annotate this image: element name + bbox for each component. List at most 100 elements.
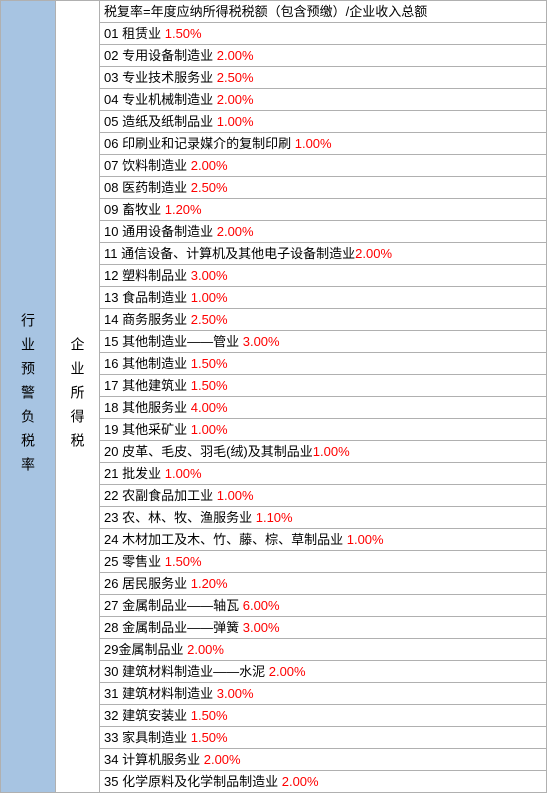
- rows-column: 税复率=年度应纳所得税税额（包含预缴）/企业收入总额 01 租赁业 1.50%0…: [100, 1, 547, 793]
- industry-name: 专用设备制造业: [122, 48, 213, 63]
- row-number: 21: [104, 466, 118, 481]
- tax-rate: 3.00%: [191, 268, 228, 283]
- table-row: 20 皮革、毛皮、羽毛(绒)及其制品业1.00%: [100, 441, 547, 463]
- tax-rate: 1.00%: [217, 488, 254, 503]
- tax-rate: 2.00%: [217, 48, 254, 63]
- table-row: 33 家具制造业 1.50%: [100, 727, 547, 749]
- tax-rate: 1.50%: [191, 730, 228, 745]
- tax-rate: 1.00%: [313, 444, 350, 459]
- table-row: 04 专业机械制造业 2.00%: [100, 89, 547, 111]
- tax-rate: 2.00%: [217, 92, 254, 107]
- row-number: 31: [104, 686, 118, 701]
- row-number: 14: [104, 312, 118, 327]
- tax-rate: 6.00%: [243, 598, 280, 613]
- table-row: 13 食品制造业 1.00%: [100, 287, 547, 309]
- row-number: 17: [104, 378, 118, 393]
- tax-rate: 1.00%: [347, 532, 384, 547]
- category-label: 行业预警负税率: [18, 313, 38, 481]
- tax-rate: 1.50%: [191, 356, 228, 371]
- tax-rate-table: 行业预警负税率 企业所得税 税复率=年度应纳所得税税额（包含预缴）/企业收入总额…: [0, 0, 547, 793]
- industry-name: 家具制造业: [122, 730, 187, 745]
- table-row: 02 专用设备制造业 2.00%: [100, 45, 547, 67]
- table-row: 08 医药制造业 2.50%: [100, 177, 547, 199]
- table-row: 26 居民服务业 1.20%: [100, 573, 547, 595]
- table-row: 32 建筑安装业 1.50%: [100, 705, 547, 727]
- table-row: 30 建筑材料制造业——水泥 2.00%: [100, 661, 547, 683]
- tax-rate: 2.00%: [204, 752, 241, 767]
- table-row: 35 化学原料及化学制品制造业 2.00%: [100, 771, 547, 793]
- tax-rate: 2.50%: [217, 70, 254, 85]
- row-number: 34: [104, 752, 118, 767]
- industry-name: 畜牧业: [122, 202, 161, 217]
- table-row: 12 塑料制品业 3.00%: [100, 265, 547, 287]
- row-number: 08: [104, 180, 118, 195]
- row-number: 29: [104, 642, 118, 657]
- industry-name: 饮料制造业: [122, 158, 187, 173]
- industry-name: 印刷业和记录媒介的复制印刷: [122, 136, 291, 151]
- table-row: 14 商务服务业 2.50%: [100, 309, 547, 331]
- industry-name: 建筑安装业: [122, 708, 187, 723]
- industry-name: 建筑材料制造业——水泥: [122, 664, 265, 679]
- industry-name: 金属制品业——弹簧: [122, 620, 239, 635]
- table-row: 16 其他制造业 1.50%: [100, 353, 547, 375]
- industry-name: 造纸及纸制品业: [122, 114, 213, 129]
- row-number: 10: [104, 224, 118, 239]
- industry-name: 皮革、毛皮、羽毛(绒)及其制品业: [122, 444, 313, 459]
- tax-rate: 4.00%: [191, 400, 228, 415]
- row-number: 28: [104, 620, 118, 635]
- row-number: 16: [104, 356, 118, 371]
- industry-name: 金属制品业——轴瓦: [122, 598, 239, 613]
- table-row: 15 其他制造业——管业 3.00%: [100, 331, 547, 353]
- tax-rate: 3.00%: [217, 686, 254, 701]
- industry-name: 商务服务业: [122, 312, 187, 327]
- industry-name: 居民服务业: [122, 576, 187, 591]
- row-number: 25: [104, 554, 118, 569]
- tax-rate: 1.00%: [295, 136, 332, 151]
- table-row: 23 农、林、牧、渔服务业 1.10%: [100, 507, 547, 529]
- tax-type-column: 企业所得税: [56, 1, 100, 793]
- tax-type-label: 企业所得税: [68, 337, 88, 457]
- tax-rate: 2.50%: [191, 180, 228, 195]
- row-number: 20: [104, 444, 118, 459]
- row-number: 26: [104, 576, 118, 591]
- tax-rate: 2.00%: [282, 774, 319, 789]
- industry-name: 其他采矿业: [122, 422, 187, 437]
- row-number: 15: [104, 334, 118, 349]
- tax-rate: 1.00%: [191, 290, 228, 305]
- table-row: 27 金属制品业——轴瓦 6.00%: [100, 595, 547, 617]
- tax-rate: 3.00%: [243, 620, 280, 635]
- table-row: 29金属制品业 2.00%: [100, 639, 547, 661]
- tax-rate: 2.00%: [217, 224, 254, 239]
- formula-header: 税复率=年度应纳所得税税额（包含预缴）/企业收入总额: [100, 1, 547, 23]
- row-number: 30: [104, 664, 118, 679]
- industry-name: 零售业: [122, 554, 161, 569]
- industry-name: 木材加工及木、竹、藤、棕、草制品业: [122, 532, 343, 547]
- table-row: 01 租赁业 1.50%: [100, 23, 547, 45]
- row-number: 05: [104, 114, 118, 129]
- tax-rate: 1.00%: [217, 114, 254, 129]
- tax-rate: 1.20%: [165, 202, 202, 217]
- table-row: 10 通用设备制造业 2.00%: [100, 221, 547, 243]
- row-number: 32: [104, 708, 118, 723]
- industry-name: 医药制造业: [122, 180, 187, 195]
- industry-name: 塑料制品业: [122, 268, 187, 283]
- tax-rate: 3.00%: [243, 334, 280, 349]
- tax-rate: 1.00%: [165, 466, 202, 481]
- industry-name: 建筑材料制造业: [122, 686, 213, 701]
- industry-name: 租赁业: [122, 26, 161, 41]
- row-number: 03: [104, 70, 118, 85]
- table-row: 25 零售业 1.50%: [100, 551, 547, 573]
- industry-name: 通用设备制造业: [122, 224, 213, 239]
- row-number: 27: [104, 598, 118, 613]
- table-row: 11 通信设备、计算机及其他电子设备制造业2.00%: [100, 243, 547, 265]
- table-row: 19 其他采矿业 1.00%: [100, 419, 547, 441]
- tax-rate: 1.50%: [191, 378, 228, 393]
- row-number: 18: [104, 400, 118, 415]
- industry-name: 批发业: [122, 466, 161, 481]
- tax-rate: 1.50%: [165, 554, 202, 569]
- table-row: 07 饮料制造业 2.00%: [100, 155, 547, 177]
- industry-name: 化学原料及化学制品制造业: [122, 774, 278, 789]
- tax-rate: 2.00%: [191, 158, 228, 173]
- row-number: 12: [104, 268, 118, 283]
- industry-name: 专业技术服务业: [122, 70, 213, 85]
